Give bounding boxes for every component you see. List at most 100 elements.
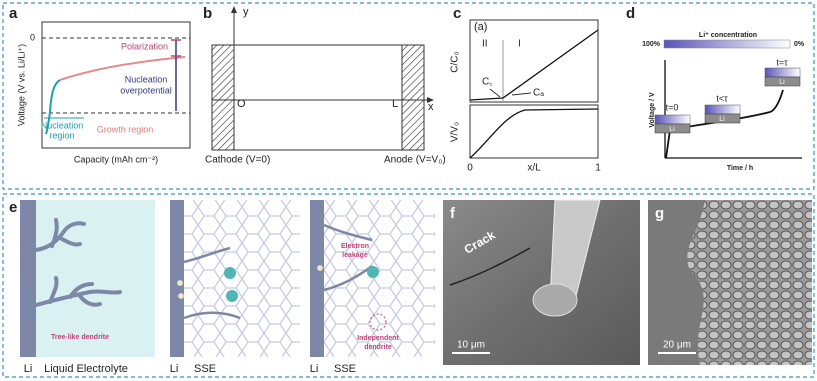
top-frame [2,2,815,190]
annotation: Growth region [97,124,154,134]
bar-label: 0% [794,41,805,48]
panel-label: b [203,5,212,22]
axis-label: Time / h [727,165,753,172]
nucleation-curve [45,79,61,135]
sse-grains [310,200,435,357]
annotation: Tree-like dendrite [51,334,109,341]
annotation: leakage [342,252,368,259]
electron [176,279,184,287]
arrow-head [427,97,434,103]
electrolyte-label: SSE [334,363,356,375]
electrolyte-label: Liquid Electrolyte [44,363,128,375]
scale-label: 20 μm [663,340,691,351]
panel-label: d [626,5,635,22]
concentration-bar [663,39,791,49]
electrode-label: Li [719,116,725,123]
tick-label: 1 [595,163,601,174]
panel-label: g [655,205,664,222]
axis-label: V/V₀ [450,122,461,142]
axis-label: Capacity (mAh cm⁻²) [74,154,158,164]
li-electrode [20,200,36,357]
concentration-curve [469,29,599,101]
annotation: overpotential [120,85,172,95]
region-label: II [482,39,488,50]
annotation: C꜀ [482,77,493,88]
plot-frame [469,19,599,103]
inset-label: (a) [474,21,487,33]
state-time: t<τ [716,93,728,103]
panel-label: c [453,5,461,22]
annotation: Nucleation [41,120,84,130]
electrolyte-cell [654,114,691,125]
dendrite [34,218,86,252]
annotation: Independent [357,335,399,342]
axis-label: y [243,6,249,18]
potential-curve [469,108,599,159]
axis-label: x/L [527,163,541,174]
electrode-label: Li [669,126,675,133]
anode [401,44,425,151]
axis-label: C/C₀ [450,51,461,72]
axis-label: Voltage (V vs. Li/Li⁺) [16,44,26,126]
sem-image [443,200,640,365]
pointer [511,92,532,96]
electrode-label: Li [170,363,179,375]
electrode-cell [764,76,801,87]
panel-label: e [9,199,17,216]
plot-frame [469,104,599,159]
annotation: region [49,130,74,140]
electrode-label: Li [310,363,319,375]
cathode [211,44,235,151]
annotation: Nucleation [125,74,168,84]
independent-dendrite [369,313,387,331]
arrow-head [231,6,237,13]
axis-label: Voltage / V [649,92,656,128]
panel-label: f [450,205,456,222]
scale-label: 10 μm [457,340,485,351]
tick-label: 0 [467,163,473,174]
growth-curve [59,56,186,81]
electrode-label: Anode (V=V₀) [384,155,446,166]
li-ion [367,266,379,278]
electrode-label: Li [24,363,33,375]
axis-label: x [428,101,434,113]
grain-region [687,200,812,365]
bar-label: 100% [642,41,661,48]
panel-label: a [9,5,18,22]
electrode-label: Li [779,79,785,86]
annotation: Electron [341,243,369,250]
electrolyte-label: SSE [194,363,216,375]
electrode-label: Cathode (V=0) [205,155,270,166]
electrolyte-cell [764,67,801,78]
electron [316,264,324,272]
pointer [489,88,501,98]
plot-frame [41,21,191,149]
region-label: I [518,39,521,50]
crack-line [449,247,531,286]
state-time: t=τ [776,57,788,67]
li-electrode [310,200,324,357]
dendrite [183,246,241,320]
state-time: t=0 [666,102,679,112]
electron [177,292,185,300]
annotation: dendrite [364,344,392,351]
tick-label: 0 [30,32,35,42]
origin: O [237,98,246,110]
debris [532,283,578,317]
li-ion [224,267,236,279]
annotation: Polarization [121,41,168,51]
li-ion [226,290,238,302]
annotation: Cₐ [533,88,544,99]
li-electrode [170,200,184,357]
electrode-cell [704,113,741,124]
electrolyte-cell [704,104,741,115]
dendrite [34,276,122,307]
liquid-electrolyte [20,200,155,357]
electrode-cell [654,123,691,134]
bar-title: Li⁺ concentration [699,32,757,39]
sse-grains [170,200,300,357]
length: L [392,98,398,110]
